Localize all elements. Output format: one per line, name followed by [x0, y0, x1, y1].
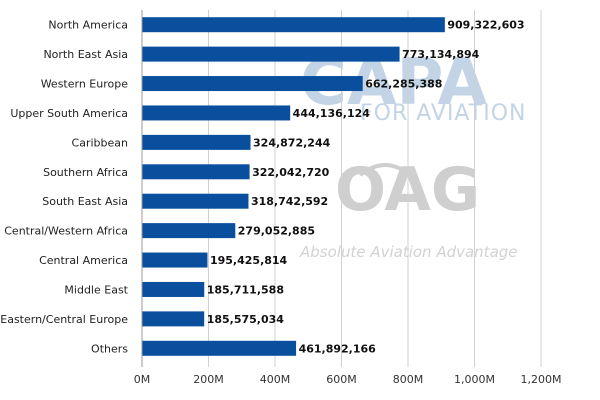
bar: [142, 164, 250, 180]
category-label: Southern Africa: [43, 166, 128, 179]
bar: [142, 46, 400, 62]
bar: [142, 340, 297, 356]
category-label: Western Europe: [41, 78, 129, 91]
value-label: 909,322,603: [447, 19, 524, 32]
x-tick-label: 600M: [326, 373, 357, 386]
value-label: 444,136,124: [293, 107, 371, 120]
bar: [142, 105, 291, 121]
value-label: 279,052,885: [238, 225, 315, 238]
x-tick-label: 200M: [193, 373, 224, 386]
category-label: Upper South America: [10, 107, 128, 120]
bars: [142, 17, 445, 356]
value-label: 324,872,244: [253, 136, 331, 149]
bar: [142, 311, 205, 327]
x-tick-label: 800M: [393, 373, 424, 386]
category-label: Central/Western Africa: [4, 225, 128, 238]
category-label: Caribbean: [72, 136, 128, 149]
category-label: Eastern/Central Europe: [0, 313, 128, 326]
bar: [142, 193, 249, 209]
category-label: North America: [48, 19, 128, 32]
category-label: Middle East: [64, 283, 128, 296]
category-labels: North America North East Asia Western Euro…: [0, 19, 128, 356]
value-label: 185,575,034: [207, 313, 285, 326]
value-label: 185,711,588: [207, 283, 284, 296]
category-label: Others: [91, 342, 128, 355]
x-tick-label: 0M: [134, 373, 151, 386]
bar: [142, 252, 208, 268]
value-labels: 909,322,603 773,134,894 662,285,388 444,136…: [207, 19, 525, 356]
category-label: North East Asia: [43, 48, 128, 61]
bar: [142, 17, 445, 33]
capa-watermark-subtext: FOR AVIATION: [360, 101, 526, 126]
gridlines: [141, 10, 542, 367]
bar: [142, 223, 236, 239]
bar: [142, 134, 251, 150]
category-label: South East Asia: [42, 195, 128, 208]
category-label: Central America: [39, 254, 128, 267]
x-axis-tick-labels: 0M 200M 400M 600M 800M 1,000M 1,200M: [134, 373, 562, 386]
value-label: 322,042,720: [252, 166, 330, 179]
value-label: 318,742,592: [251, 195, 328, 208]
x-tick-label: 1,200M: [521, 373, 562, 386]
value-label: 461,892,166: [299, 342, 377, 355]
oag-logo-arc: [358, 163, 412, 177]
value-label: 773,134,894: [402, 48, 480, 61]
bar: [142, 281, 205, 297]
value-label: 662,285,388: [365, 78, 442, 91]
x-tick-label: 1,000M: [454, 373, 495, 386]
x-tick-label: 400M: [260, 373, 291, 386]
value-label: 195,425,814: [210, 254, 288, 267]
bar: [142, 76, 363, 92]
